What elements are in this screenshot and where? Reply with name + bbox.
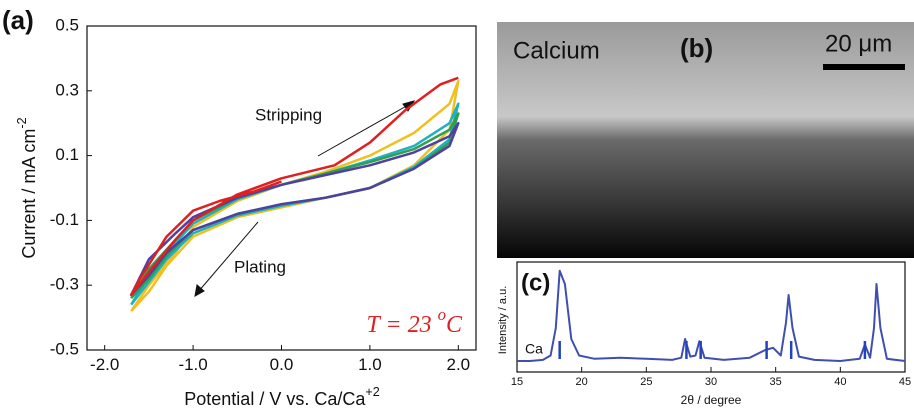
data-line xyxy=(130,102,460,306)
x-tick-label: 40 xyxy=(834,376,846,388)
y-tick-label: 0.3 xyxy=(55,80,79,99)
temperature-label-part: o xyxy=(438,305,446,324)
data-line xyxy=(130,79,460,312)
image-caption: Calcium xyxy=(513,37,600,64)
y-tick-label: -0.1 xyxy=(50,210,79,229)
scale-bar xyxy=(823,64,905,70)
panel-label: (a) xyxy=(2,5,34,35)
arrows xyxy=(194,100,416,297)
reference-label: Ca xyxy=(525,341,543,357)
x-axis-label-part: Potential / V vs. Ca/Ca xyxy=(184,389,366,409)
y-tick-label: -0.3 xyxy=(50,275,79,294)
y-tick-label: 0.1 xyxy=(55,145,79,164)
temperature-label-part: C xyxy=(446,312,463,338)
temperature-label-part: T = 23 xyxy=(366,312,437,338)
data-line xyxy=(130,112,460,300)
y-axis-label-part: -2 xyxy=(15,117,29,128)
sem-image xyxy=(497,22,914,258)
x-tick-label: 45 xyxy=(899,376,911,388)
x-tick-label: 0.0 xyxy=(270,355,294,374)
x-tick-label: 30 xyxy=(705,376,717,388)
plot-frame xyxy=(86,25,477,351)
scale-label: 20 μm xyxy=(825,30,892,57)
data-line xyxy=(129,76,459,297)
data-line xyxy=(130,121,460,296)
x-axis-label: 2θ / degree xyxy=(681,393,742,407)
x-tick-label: 15 xyxy=(511,376,523,388)
data-line xyxy=(517,269,906,362)
y-axis-label-part: Current / mA cm xyxy=(19,129,39,259)
x-axis-label-part: +2 xyxy=(365,385,379,399)
annotation: Plating xyxy=(234,257,286,276)
x-tick-label: -2.0 xyxy=(90,355,119,374)
x-tick-label: 25 xyxy=(640,376,652,388)
x-tick-label: 2.0 xyxy=(446,355,470,374)
annotation: Stripping xyxy=(255,105,322,124)
y-tick-label: 0.5 xyxy=(55,15,79,34)
arrow xyxy=(317,103,411,157)
panel-label: (c) xyxy=(521,269,550,296)
x-tick-label: 20 xyxy=(576,376,588,388)
x-tick-label: 1.0 xyxy=(358,355,382,374)
temperature-label: T = 23 oC xyxy=(366,305,463,337)
arrowhead xyxy=(194,284,205,297)
x-axis-label: Potential / V vs. Ca/Ca+2 xyxy=(184,385,379,408)
x-tick-label: 35 xyxy=(770,376,782,388)
plot-frame xyxy=(516,261,906,373)
y-tick-label: -0.5 xyxy=(50,339,79,358)
y-axis-label: Current / mA cm-2 xyxy=(15,117,38,258)
panel-label: (b) xyxy=(680,33,713,63)
x-tick-label: -1.0 xyxy=(178,355,207,374)
arrow xyxy=(197,221,259,293)
y-axis-label: Intensity / a.u. xyxy=(497,286,509,354)
